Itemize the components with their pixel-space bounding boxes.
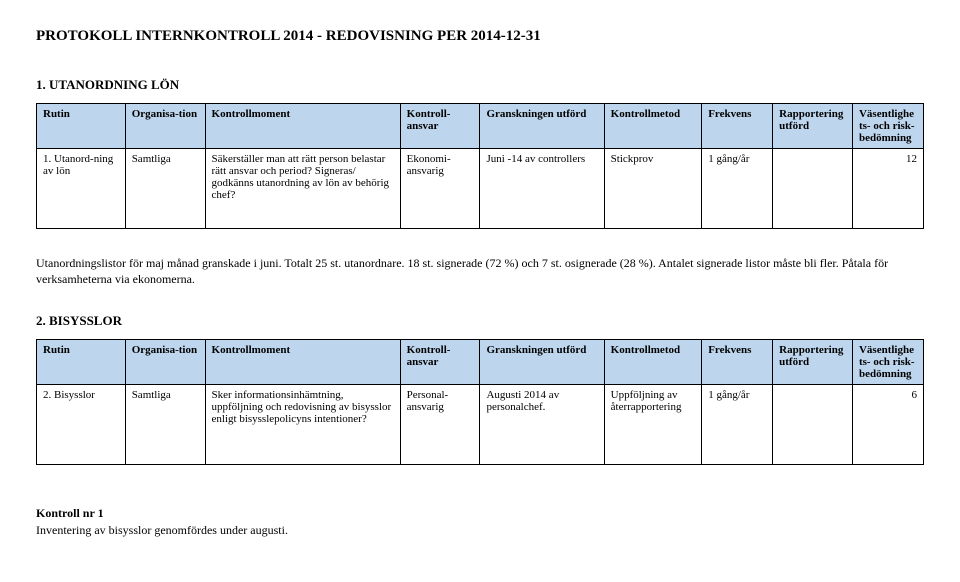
th-rutin: Rutin [37,104,126,149]
cell-frek: 1 gång/år [702,149,773,229]
table-row: 2. Bisysslor Samtliga Sker informationsi… [37,385,924,465]
th-rutin: Rutin [37,340,126,385]
kontroll-block: Kontroll nr 1 Inventering av bisysslor g… [36,505,924,537]
th-vasent: Väsentlighets- och risk-bedömning [852,340,923,385]
cell-frek: 1 gång/år [702,385,773,465]
kontroll-text: Inventering av bisysslor genomfördes und… [36,523,288,537]
cell-rapp [773,149,853,229]
cell-moment: Sker informationsinhämtning, uppföljning… [205,385,400,465]
cell-ansvar: Personal-ansvarig [400,385,480,465]
th-org: Organisa-tion [125,340,205,385]
cell-vasent: 12 [852,149,923,229]
cell-metod: Uppföljning av återrapportering [604,385,702,465]
th-frek: Frekvens [702,340,773,385]
kontroll-label: Kontroll nr 1 [36,506,104,520]
table-1: Rutin Organisa-tion Kontrollmoment Kontr… [36,103,924,229]
table-2: Rutin Organisa-tion Kontrollmoment Kontr… [36,339,924,465]
table-header-row: Rutin Organisa-tion Kontrollmoment Kontr… [37,340,924,385]
th-rapp: Rapportering utförd [773,340,853,385]
cell-org: Samtliga [125,385,205,465]
th-gransk: Granskningen utförd [480,340,604,385]
th-ansvar: Kontroll-ansvar [400,340,480,385]
cell-org: Samtliga [125,149,205,229]
cell-vasent: 6 [852,385,923,465]
th-org: Organisa-tion [125,104,205,149]
cell-rutin: 2. Bisysslor [37,385,126,465]
th-vasent: Väsentlighets- och risk-bedömning [852,104,923,149]
cell-gransk: Juni -14 av controllers [480,149,604,229]
th-moment: Kontrollmoment [205,104,400,149]
section-1-heading: 1. UTANORDNING LÖN [36,77,924,93]
document-title: PROTOKOLL INTERNKONTROLL 2014 - REDOVISN… [36,28,924,45]
th-metod: Kontrollmetod [604,104,702,149]
table-header-row: Rutin Organisa-tion Kontrollmoment Kontr… [37,104,924,149]
th-rapp: Rapportering utförd [773,104,853,149]
cell-rutin: 1. Utanord-ning av lön [37,149,126,229]
section-2-heading: 2. BISYSSLOR [36,313,924,329]
th-moment: Kontrollmoment [205,340,400,385]
th-metod: Kontrollmetod [604,340,702,385]
th-frek: Frekvens [702,104,773,149]
cell-gransk: Augusti 2014 av personalchef. [480,385,604,465]
table-row: 1. Utanord-ning av lön Samtliga Säkerstä… [37,149,924,229]
th-gransk: Granskningen utförd [480,104,604,149]
cell-metod: Stickprov [604,149,702,229]
cell-rapp [773,385,853,465]
th-ansvar: Kontroll-ansvar [400,104,480,149]
section-1-paragraph: Utanordningslistor för maj månad granska… [36,255,924,287]
cell-moment: Säkerställer man att rätt person belasta… [205,149,400,229]
cell-ansvar: Ekonomi-ansvarig [400,149,480,229]
